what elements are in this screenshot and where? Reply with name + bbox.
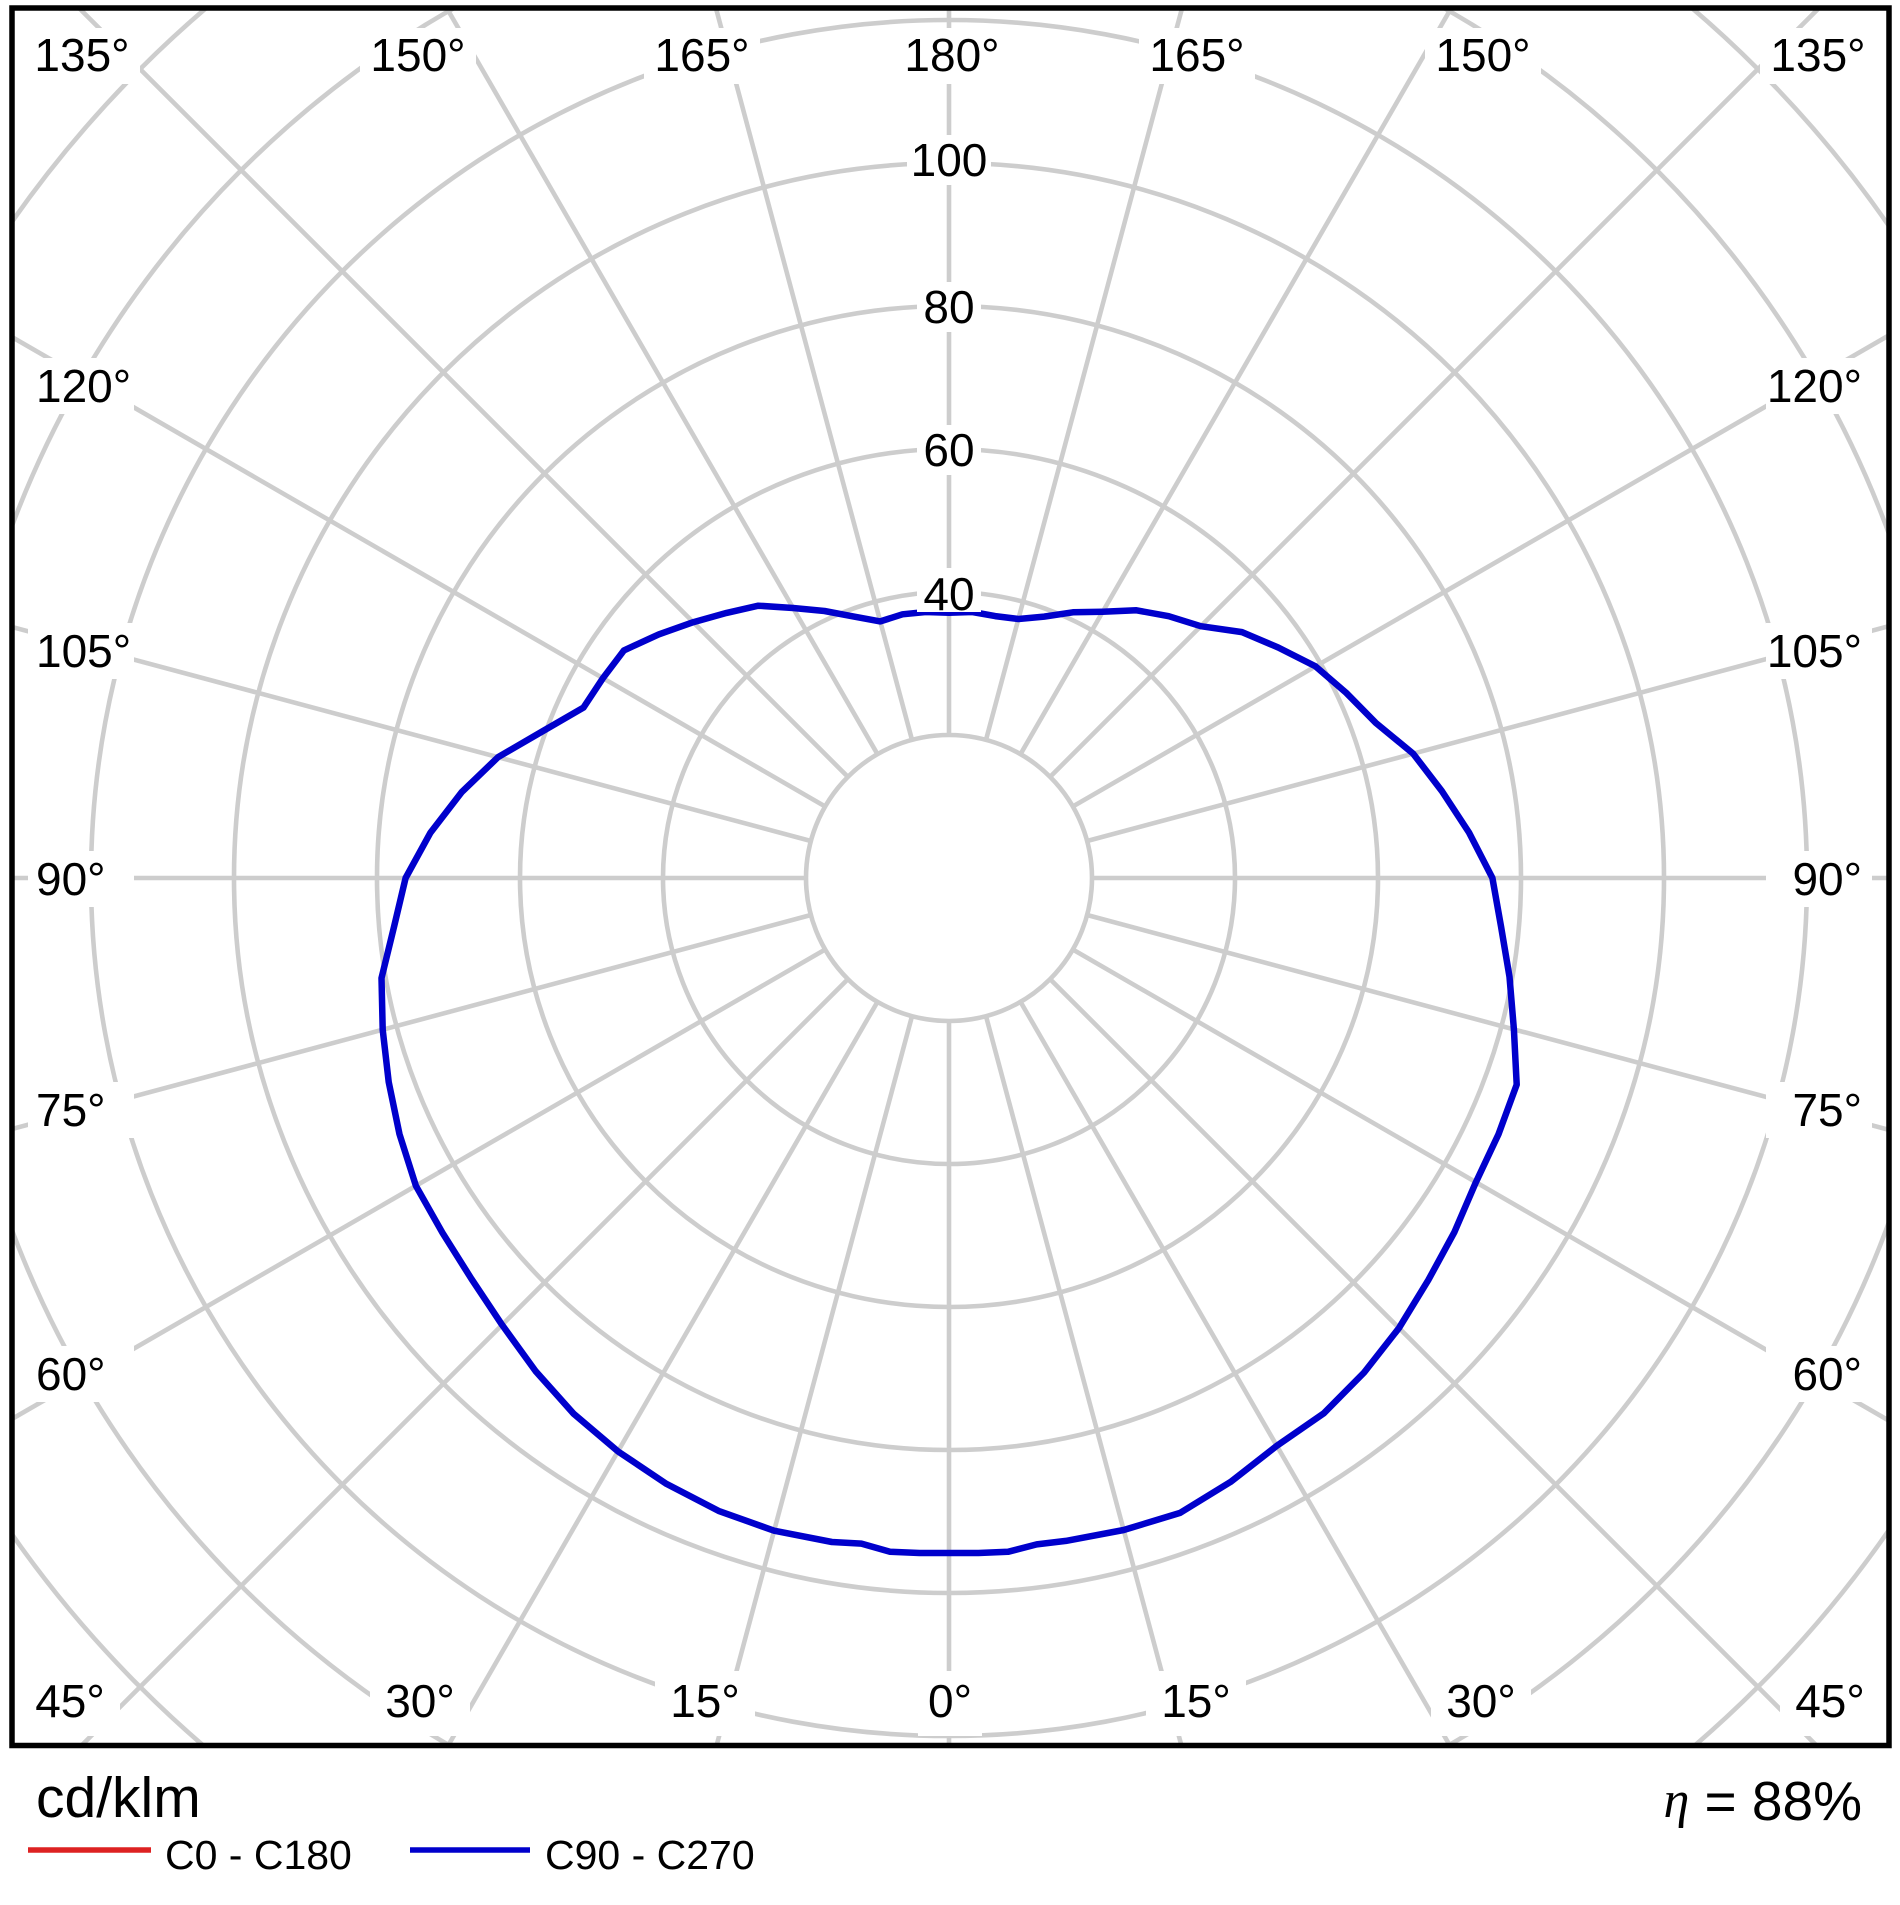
svg-text:100: 100: [911, 134, 988, 186]
svg-text:90°: 90°: [1792, 853, 1862, 905]
svg-text:105°: 105°: [36, 625, 131, 677]
svg-text:45°: 45°: [1795, 1675, 1865, 1727]
svg-text:40: 40: [923, 568, 974, 620]
svg-text:60°: 60°: [1792, 1348, 1862, 1400]
svg-text:30°: 30°: [385, 1675, 455, 1727]
svg-text:105°: 105°: [1767, 625, 1862, 677]
svg-text:0°: 0°: [928, 1675, 972, 1727]
svg-text:60°: 60°: [36, 1348, 106, 1400]
svg-text:15°: 15°: [670, 1675, 740, 1727]
svg-text:135°: 135°: [34, 29, 129, 81]
svg-text:135°: 135°: [1770, 29, 1865, 81]
svg-text:15°: 15°: [1161, 1675, 1231, 1727]
svg-text:30°: 30°: [1446, 1675, 1516, 1727]
svg-text:150°: 150°: [1435, 29, 1530, 81]
svg-text:150°: 150°: [370, 29, 465, 81]
svg-text:60: 60: [923, 424, 974, 476]
svg-text:cd/klm: cd/klm: [36, 1766, 201, 1830]
svg-text:80: 80: [923, 281, 974, 333]
svg-text:75°: 75°: [1792, 1084, 1862, 1136]
svg-text:75°: 75°: [36, 1084, 106, 1136]
svg-text:165°: 165°: [654, 29, 749, 81]
svg-text:C0 - C180: C0 - C180: [165, 1832, 352, 1878]
svg-text:45°: 45°: [35, 1675, 105, 1727]
svg-text:η = 88%: η = 88%: [1663, 1770, 1862, 1832]
svg-text:180°: 180°: [904, 29, 999, 81]
svg-text:C90 - C270: C90 - C270: [545, 1832, 755, 1878]
svg-text:120°: 120°: [1767, 360, 1862, 412]
svg-text:120°: 120°: [36, 360, 131, 412]
svg-text:90°: 90°: [36, 853, 106, 905]
svg-text:165°: 165°: [1149, 29, 1244, 81]
